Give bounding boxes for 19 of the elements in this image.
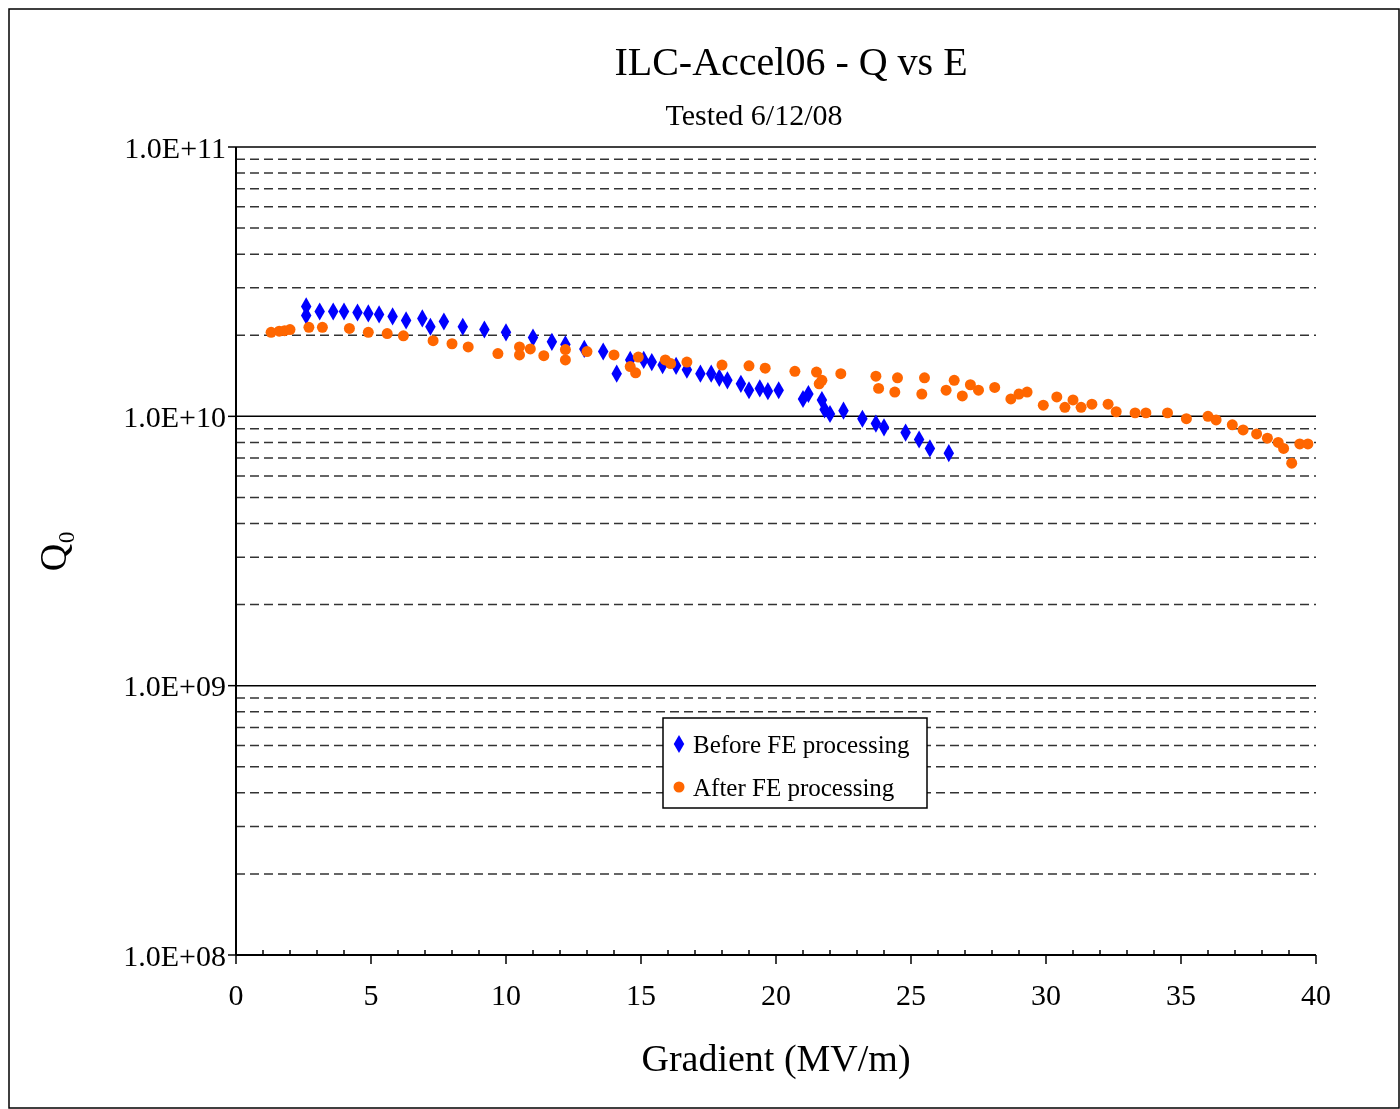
y-tick-label: 1.0E+08	[123, 938, 226, 972]
x-tick-label: 40	[1301, 978, 1331, 1011]
x-tick-label: 15	[626, 978, 656, 1011]
x-axis-title: Gradient (MV/m)	[641, 1037, 911, 1080]
legend-label: Before FE processing	[693, 730, 911, 758]
y-tick-label: 1.0E+10	[123, 399, 226, 433]
y-axis-title: Q₀	[32, 530, 74, 572]
y-tick-label: 1.0E+09	[123, 669, 226, 703]
x-tick-label: 20	[761, 978, 791, 1011]
chart-title: ILC-Accel06 - Q vs E	[614, 39, 968, 84]
chart-subtitle: Tested 6/12/08	[665, 98, 843, 131]
y-tick-label: 1.0E+11	[124, 130, 226, 164]
legend-label: After FE processing	[693, 773, 895, 801]
x-tick-label: 25	[896, 978, 926, 1011]
x-tick-label: 0	[228, 978, 244, 1011]
x-tick-label: 10	[491, 978, 521, 1011]
x-tick-label: 35	[1166, 978, 1196, 1011]
x-tick-label: 5	[363, 978, 379, 1011]
x-tick-label: 30	[1031, 978, 1061, 1011]
